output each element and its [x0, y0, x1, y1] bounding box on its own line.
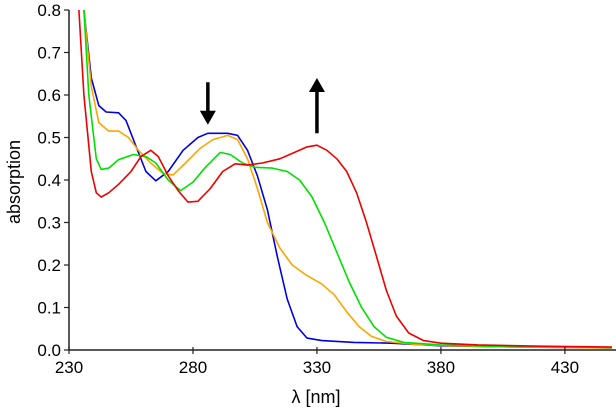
y-tick-label: 0.1	[37, 299, 61, 318]
y-tick-label: 0.0	[37, 341, 61, 360]
x-tick-label: 230	[55, 358, 83, 377]
arrow-head	[199, 110, 216, 125]
y-tick-label: 0.2	[37, 256, 61, 275]
y-tick-label: 0.5	[37, 129, 61, 148]
series-line-red	[78, 10, 613, 348]
y-tick-label: 0.4	[37, 171, 61, 190]
y-axis-title: absorption	[4, 140, 24, 224]
arrow-head	[308, 78, 325, 92]
y-tick-label: 0.6	[37, 86, 61, 105]
arrow-down-icon	[199, 82, 216, 125]
series-line-blue	[83, 10, 613, 349]
arrow-up-icon	[308, 78, 325, 134]
series-line-green	[83, 10, 613, 349]
x-tick-label: 280	[179, 358, 207, 377]
x-axis-title: λ [nm]	[291, 387, 340, 407]
series-line-orange	[83, 10, 613, 349]
x-tick-label: 330	[303, 358, 331, 377]
axes-layer: 230 280 330 380 430 0.0 0.1 0.2 0.3 0.4 0.5 0.6 0.7 0…	[37, 1, 616, 377]
y-tick-label: 0.3	[37, 214, 61, 233]
y-tick-label: 0.8	[37, 1, 61, 20]
y-tick-label: 0.7	[37, 44, 61, 63]
x-tick-label: 430	[551, 358, 579, 377]
x-tick-label: 380	[427, 358, 455, 377]
series-layer	[78, 10, 613, 349]
annotations-layer	[199, 78, 325, 134]
